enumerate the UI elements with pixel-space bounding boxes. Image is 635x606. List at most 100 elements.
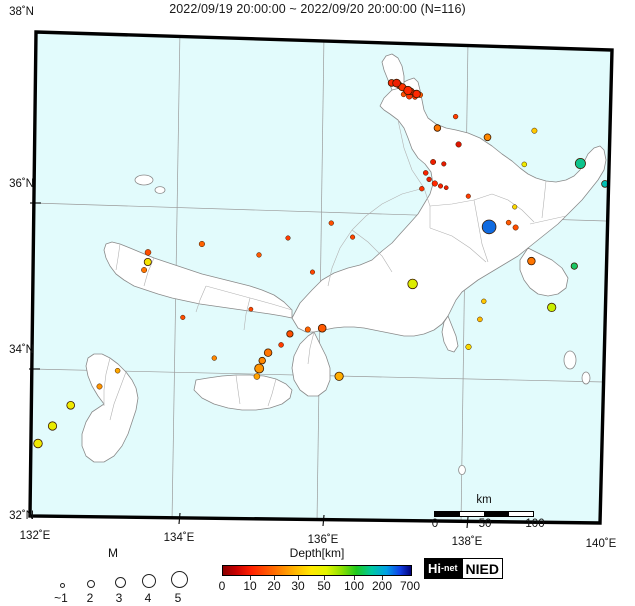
earthquake-marker bbox=[570, 262, 578, 270]
earthquake-marker bbox=[258, 356, 266, 365]
earthquake-marker bbox=[531, 127, 538, 134]
colorbar-label: 100 bbox=[343, 579, 365, 593]
earthquake-marker bbox=[143, 257, 152, 266]
earthquake-marker bbox=[441, 161, 447, 167]
earthquake-marker bbox=[407, 278, 418, 290]
earthquake-marker bbox=[180, 314, 186, 320]
earthquake-marker bbox=[47, 421, 58, 431]
x-tick-136e: 136˚E bbox=[307, 534, 339, 546]
earthquake-marker bbox=[481, 219, 497, 235]
earthquake-marker bbox=[574, 157, 586, 169]
colorbar-label: 700 bbox=[399, 579, 421, 593]
depth-legend: Depth[km] 0 10 20 30 50 100 200 700 bbox=[212, 546, 422, 604]
scale-bar-unit: km bbox=[476, 494, 492, 506]
magnitude-label: ~1 bbox=[54, 591, 68, 605]
earthquake-marker bbox=[114, 367, 121, 374]
earthquake-marker bbox=[350, 234, 356, 240]
scale-bar-label-50: 50 bbox=[478, 518, 492, 530]
x-tick-140e: 140˚E bbox=[585, 538, 617, 550]
earthquake-marker bbox=[328, 220, 334, 226]
earthquake-marker bbox=[477, 316, 483, 323]
magnitude-label: 3 bbox=[115, 591, 123, 605]
earthquake-marker bbox=[285, 235, 291, 241]
colorbar-tick bbox=[382, 576, 383, 580]
earthquake-marker bbox=[403, 85, 413, 96]
magnitude-circle bbox=[59, 583, 65, 588]
earthquake-marker bbox=[430, 159, 437, 165]
earthquake-marker bbox=[412, 89, 421, 99]
earthquake-marker bbox=[505, 219, 512, 226]
magnitude-label: 2 bbox=[86, 591, 94, 605]
earthquake-marker bbox=[465, 193, 471, 199]
hinet-brand: Hi bbox=[428, 561, 441, 576]
y-tick-34n: 34˚N bbox=[9, 344, 34, 356]
legend-band: M ~1 2 3 4 5 Depth[km] 0 10 20 30 50 100 200 700 Hi… bbox=[0, 546, 635, 606]
earthquake-marker bbox=[30, 418, 31, 424]
colorbar-label: 20 bbox=[267, 579, 281, 593]
colorbar-label: 30 bbox=[291, 579, 305, 593]
earthquake-marker bbox=[254, 363, 265, 374]
colorbar-tick bbox=[354, 576, 355, 580]
x-tick-132e: 132˚E bbox=[19, 530, 51, 542]
nied-wordmark: NIED bbox=[460, 559, 502, 578]
earthquake-marker bbox=[309, 269, 316, 275]
earthquake-marker bbox=[13, 459, 21, 467]
earthquake-marker bbox=[304, 326, 311, 333]
earthquake-marker bbox=[317, 323, 327, 333]
earthquake-marker bbox=[465, 343, 472, 350]
earthquake-marker bbox=[452, 113, 459, 120]
colorbar-tick bbox=[298, 576, 299, 580]
depth-colorbar bbox=[222, 565, 412, 576]
earthquake-marker bbox=[263, 348, 273, 357]
earthquake-marker bbox=[334, 371, 344, 381]
earthquake-marker bbox=[433, 124, 442, 132]
earthquake-marker bbox=[20, 487, 29, 496]
magnitude-circle bbox=[170, 571, 188, 588]
earthquake-marker bbox=[547, 302, 557, 312]
seismicity-map: 38˚N 36˚N 34˚N 32˚N 132˚E 134˚E 136˚E 13… bbox=[0, 6, 635, 550]
colorbar-label: 10 bbox=[243, 579, 257, 593]
earthquake-marker bbox=[455, 141, 462, 148]
colorbar-label: 50 bbox=[317, 579, 331, 593]
magnitude-label: 4 bbox=[144, 591, 152, 605]
earthquake-marker bbox=[211, 355, 217, 361]
earthquake-marker bbox=[521, 161, 528, 168]
x-tick-134e: 134˚E bbox=[163, 532, 195, 544]
scale-bar: km 0 50 100 bbox=[428, 494, 545, 536]
colorbar-label: 200 bbox=[371, 579, 393, 593]
earthquake-marker bbox=[626, 191, 632, 197]
scale-bar-track bbox=[434, 511, 534, 517]
y-tick-32n: 32˚N bbox=[9, 510, 34, 522]
hinet-suffix: -net bbox=[441, 563, 458, 573]
earthquake-marker bbox=[96, 383, 103, 390]
earthquake-markers bbox=[13, 78, 632, 496]
earthquake-marker bbox=[278, 342, 284, 348]
map-canvas[interactable] bbox=[0, 18, 635, 538]
earthquake-marker bbox=[426, 176, 432, 183]
x-tick-138e: 138˚E bbox=[451, 536, 483, 548]
earthquake-marker bbox=[248, 306, 254, 312]
earthquake-marker bbox=[253, 373, 261, 380]
earthquake-marker bbox=[419, 186, 425, 192]
magnitude-label: 5 bbox=[174, 591, 182, 605]
depth-legend-title: Depth[km] bbox=[289, 546, 345, 560]
magnitude-circle bbox=[114, 577, 126, 588]
earthquake-marker bbox=[422, 170, 429, 176]
scale-bar-label-0: 0 bbox=[431, 518, 439, 530]
magnitude-legend-title: M bbox=[108, 546, 118, 560]
magnitude-circle bbox=[142, 574, 156, 588]
earthquake-marker bbox=[256, 252, 262, 258]
axis-ticks bbox=[29, 202, 469, 529]
earthquake-marker bbox=[431, 180, 438, 187]
earthquake-marker bbox=[141, 267, 148, 273]
earthquake-marker bbox=[481, 298, 487, 304]
earthquake-marker bbox=[392, 78, 401, 88]
scale-bar-label-100: 100 bbox=[525, 518, 545, 530]
map-frame bbox=[28, 30, 614, 525]
earthquake-marker bbox=[617, 184, 630, 197]
earthquake-marker bbox=[144, 249, 152, 256]
earthquake-marker bbox=[527, 256, 536, 266]
earthquake-marker bbox=[443, 185, 449, 191]
earthquake-marker bbox=[512, 204, 518, 210]
colorbar-label: 0 bbox=[218, 579, 226, 593]
